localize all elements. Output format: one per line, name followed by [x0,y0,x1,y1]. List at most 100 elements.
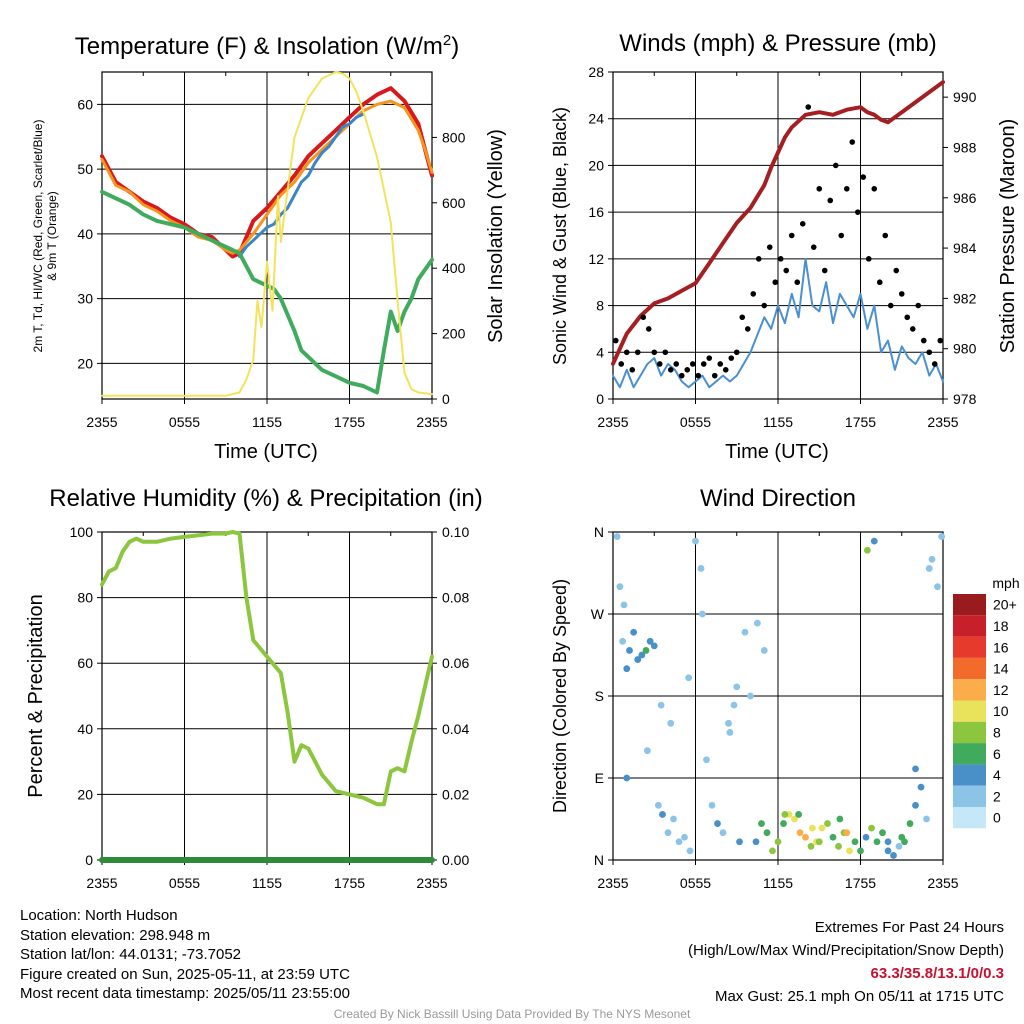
direction-point [703,756,710,764]
winds-xtick-label: 2355 [597,414,628,430]
direction-point [769,847,776,855]
humidity-xtick-label: 1755 [334,875,365,891]
direction-point [708,801,716,809]
gust-point [788,232,795,239]
direction-point [685,674,693,682]
colorbar-swatch [953,807,986,829]
colorbar-swatch [953,636,986,658]
direction-point [638,651,646,659]
colorbar-swatch [953,700,986,722]
humidity-ytick-label: 20 [77,786,93,802]
winds-xtick-label: 0555 [680,414,711,430]
temperature-series-line [100,86,434,259]
temperature-y2tick-label: 200 [442,326,466,342]
gust-point [656,361,663,367]
direction-point [659,811,666,818]
winds-ytick-label: 0 [596,391,604,407]
colorbar-swatch [953,594,986,616]
gust-point [733,349,740,356]
gust-point [915,302,922,309]
direction-point [733,683,741,691]
direction-point [846,847,853,855]
gust-point [887,302,894,309]
winds-series-line [611,80,945,366]
gust-point [810,244,817,250]
gust-point [876,279,883,286]
direction-point [870,537,878,545]
direction-point [741,628,749,636]
colorbar-swatch [953,615,986,637]
gust-point [744,326,751,332]
colorbar-label: 0 [993,810,1001,826]
colorbar-swatch [953,743,986,765]
direction-panel: 2355 0555 1155 1755 2355 N E S W N 20+ 18 16 14 12 10 8 6… [591,524,1017,891]
humidity-y2tick-label: 0.06 [442,655,469,671]
colorbar-label: 12 [993,682,1009,698]
gust-point [717,361,724,367]
direction-frame [612,531,944,861]
direction-point [634,656,642,663]
humidity-ytick-label: 40 [77,721,93,737]
gust-point [871,185,878,192]
direction-ytick-label: E [595,770,604,786]
direction-point [664,829,672,837]
temperature-ytick-label: 60 [77,96,93,112]
winds-ytick-label: 16 [588,204,604,220]
direction-point [730,701,738,709]
winds-ytick-label: 24 [588,111,604,127]
gust-point [854,209,861,215]
gust-point [629,367,636,373]
direction-ytick-label: N [594,852,604,868]
direction-point [626,647,633,654]
gust-point [711,372,718,379]
direction-point [868,824,875,832]
humidity-panel: 2355 0555 1155 1755 2355 0 20 40 60 80 100 0.00 0.02… [70,524,470,891]
colorbar-label: 2 [993,788,1001,804]
direction-point [670,815,677,823]
direction-point [736,838,743,846]
direction-point [613,533,621,540]
gust-point [651,349,658,356]
direction-point [934,583,941,591]
colorbar-swatch [953,657,986,680]
humidity-ytick-label: 80 [77,590,93,606]
direction-point [643,747,651,755]
direction-xtick-label: 1155 [763,875,793,891]
gust-point [667,367,674,373]
figure-created: Figure created on Sun, 2025-05-11, at 23… [20,965,350,983]
temperature-xlabel: Time (UTC) [214,441,318,463]
direction-point [802,833,809,841]
direction-point [912,801,919,809]
temperature-ylabel2: Solar Insolation (Yellow) [485,129,507,343]
direction-point [650,642,658,650]
direction-point [895,842,903,850]
colorbar-label: 10 [993,703,1009,719]
gust-point [673,361,680,367]
direction-point [623,665,631,673]
winds-y2tick-label: 978 [953,391,977,407]
gust-point [739,314,746,321]
gust-point [750,291,757,297]
humidity-ylabel: Percent & Precipitation [25,594,47,797]
temperature-ytick-label: 50 [77,161,93,177]
temperature-xtick-label: 2355 [86,414,117,430]
gust-point [623,349,630,356]
temperature-title: Temperature (F) & Insolation (W/m2) [75,32,459,60]
gust-point [882,232,889,239]
winds-ylabel: Sonic Wind & Gust (Blue, Black) [550,107,570,365]
direction-point [681,833,688,841]
direction-point [620,601,628,609]
gust-point [645,326,652,332]
direction-ytick-label: W [591,606,605,622]
direction-point [667,719,675,727]
station-location: Location: North Hudson [20,907,178,924]
direction-point [747,692,754,700]
gust-point [849,139,856,145]
colorbar-label: 20+ [993,597,1017,613]
direction-point [719,829,727,837]
gust-point [865,256,872,262]
temperature-frame [101,71,433,400]
temperature-series-line [100,189,434,395]
direction-point [836,815,844,823]
humidity-xtick-label: 0555 [169,875,200,891]
